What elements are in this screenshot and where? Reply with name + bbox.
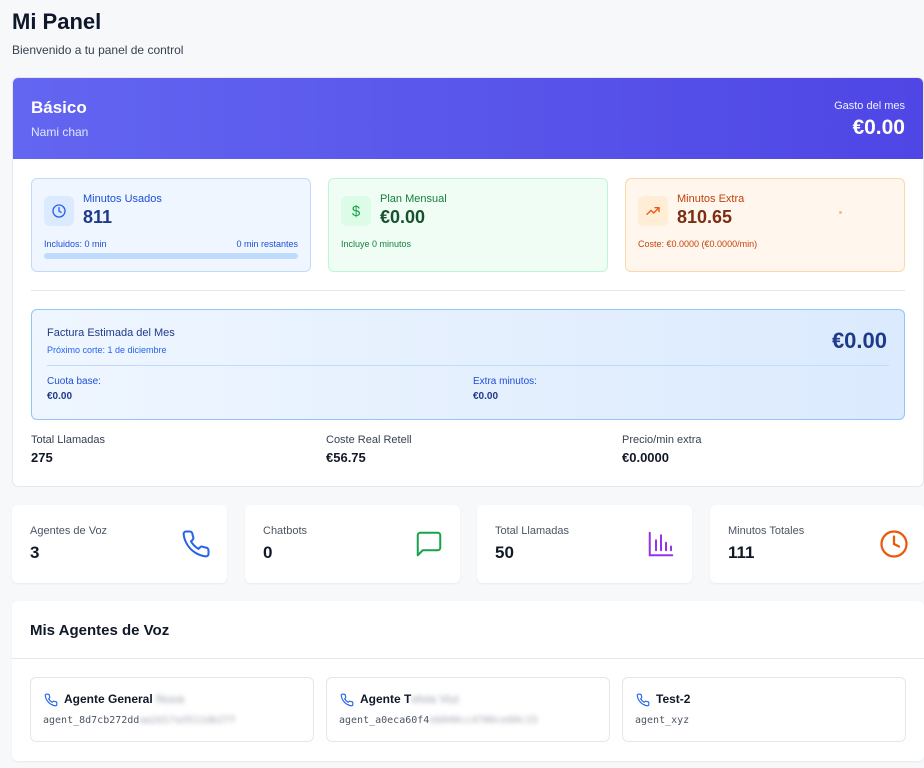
- metric-value: 111: [728, 543, 755, 562]
- monthly-plan-label: Plan Mensual: [380, 193, 447, 205]
- extra-minutes-box: Minutos Extra 810.65 Coste: €0.0000 (€0.…: [625, 178, 905, 272]
- metric-chatbots[interactable]: Chatbots 0: [245, 505, 460, 583]
- voice-agents-section: Mis Agentes de Voz Agente General Nuva a…: [12, 601, 924, 761]
- metric-value: 50: [495, 543, 514, 562]
- agent-id-redacted: eb040cc4706ce60c15: [429, 715, 538, 726]
- invoice-separator: [47, 365, 889, 366]
- agent-id: agent_xyz: [635, 715, 690, 726]
- summary-extra-price-value: €0.0000: [622, 450, 669, 465]
- metric-total-calls[interactable]: Total Llamadas 50: [477, 505, 692, 583]
- metric-voice-agents[interactable]: Agentes de Voz 3: [12, 505, 227, 583]
- minutes-remaining: 0 min restantes: [236, 239, 298, 249]
- clock-icon: [880, 530, 908, 558]
- trending-up-icon: [638, 196, 668, 226]
- summary-retell-cost-value: €56.75: [326, 450, 366, 465]
- bar-chart-icon: [648, 531, 674, 557]
- metric-value: 0: [263, 543, 273, 562]
- agent-name: Agente General Nuva: [64, 692, 185, 706]
- chat-icon: [416, 531, 442, 557]
- summary-total-calls-label: Total Llamadas: [31, 434, 105, 446]
- phone-icon: [636, 693, 650, 707]
- extra-minutes-label: Minutos Extra: [677, 193, 745, 205]
- metric-value: 3: [30, 543, 40, 562]
- invoice-base-value: €0.00: [47, 391, 73, 402]
- estimated-invoice: Factura Estimada del Mes Próximo corte: …: [31, 309, 905, 420]
- extra-minutes-value: 810.65: [677, 207, 733, 227]
- phone-icon: [340, 693, 354, 707]
- minutes-used-value: 811: [83, 207, 113, 227]
- invoice-next-cut: Próximo corte: 1 de diciembre: [47, 345, 167, 355]
- phone-icon: [44, 693, 58, 707]
- page-subtitle: Bienvenido a tu panel de control: [12, 43, 184, 57]
- invoice-title: Factura Estimada del Mes: [47, 327, 175, 339]
- plan-header: Básico Nami chan Gasto del mes €0.00: [13, 78, 923, 159]
- agent-name-redacted: elvia Voz: [411, 692, 460, 706]
- page-title: Mi Panel: [12, 9, 102, 34]
- summary-retell-cost-label: Coste Real Retell: [326, 434, 412, 446]
- section-divider: [12, 658, 924, 659]
- extra-minutes-cost: Coste: €0.0000 (€0.0000/min): [638, 239, 758, 249]
- clock-icon: [44, 196, 74, 226]
- plan-divider: [31, 290, 905, 291]
- invoice-total: €0.00: [831, 328, 887, 353]
- agent-name: Test-2: [656, 692, 691, 706]
- minutes-used-box: Minutos Usados 811 Incluidos: 0 min 0 mi…: [31, 178, 311, 272]
- invoice-extra-label: Extra minutos:: [473, 376, 537, 387]
- invoice-extra-value: €0.00: [473, 391, 499, 402]
- decorative-dot: [839, 211, 842, 214]
- monthly-spend-label: Gasto del mes: [834, 100, 905, 112]
- summary-extra-price-label: Precio/min extra: [622, 434, 702, 446]
- plan-name: Básico: [31, 98, 87, 117]
- metric-label: Chatbots: [263, 525, 308, 537]
- monthly-plan-note: Incluye 0 minutos: [341, 239, 412, 249]
- metric-label: Agentes de Voz: [30, 525, 108, 537]
- monthly-spend-value: €0.00: [852, 116, 905, 139]
- agent-id-redacted: aa2d17a3511db27f: [139, 715, 236, 726]
- phone-icon: [182, 530, 210, 558]
- metric-label: Total Llamadas: [495, 525, 569, 537]
- agent-name-redacted: Nuva: [156, 692, 185, 706]
- dollar-icon: $: [341, 196, 371, 226]
- minutes-progress-bar: [44, 253, 298, 259]
- summary-total-calls-value: 275: [31, 450, 53, 465]
- metric-total-minutes[interactable]: Minutos Totales 111: [710, 505, 924, 583]
- monthly-plan-box: $ Plan Mensual €0.00 Incluye 0 minutos: [328, 178, 608, 272]
- agent-card[interactable]: Test-2 agent_xyz: [622, 677, 906, 742]
- minutes-included: Incluidos: 0 min: [44, 239, 107, 249]
- agent-id: agent_a0eca60f4eb040cc4706ce60c15: [339, 715, 538, 726]
- agent-card[interactable]: Agente Telvia Voz agent_a0eca60f4eb040cc…: [326, 677, 610, 742]
- plan-card: Básico Nami chan Gasto del mes €0.00 Min…: [12, 77, 924, 487]
- voice-agents-title: Mis Agentes de Voz: [30, 622, 170, 639]
- monthly-plan-value: €0.00: [380, 207, 426, 227]
- invoice-base-label: Cuota base:: [47, 376, 101, 387]
- plan-user: Nami chan: [31, 125, 89, 139]
- agent-name: Agente Telvia Voz: [360, 692, 460, 706]
- metric-label: Minutos Totales: [728, 525, 805, 537]
- minutes-used-label: Minutos Usados: [83, 193, 162, 205]
- agent-card[interactable]: Agente General Nuva agent_8d7cb272ddaa2d…: [30, 677, 314, 742]
- agent-id: agent_8d7cb272ddaa2d17a3511db27f: [43, 715, 236, 726]
